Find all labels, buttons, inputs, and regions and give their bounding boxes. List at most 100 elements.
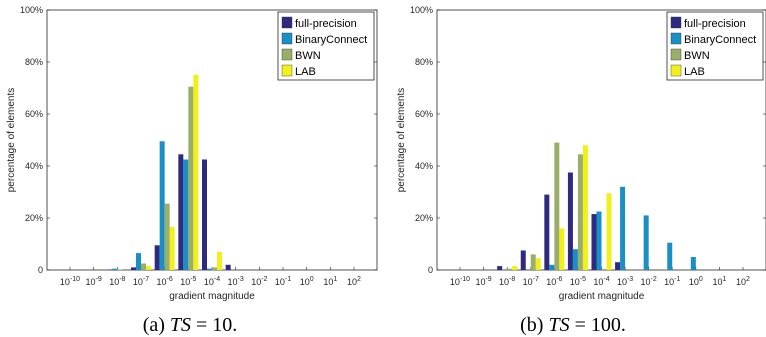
bar-full-precision: [615, 262, 621, 270]
y-axis-label: percentage of elements: [396, 88, 407, 193]
x-tick-label: 10-7: [523, 276, 539, 287]
bar-lab: [512, 266, 518, 270]
x-tick-label: 102: [347, 276, 361, 287]
x-tick-label: 10-3: [228, 276, 244, 287]
x-tick-label: 10-5: [570, 276, 586, 287]
bar-binaryconnect: [690, 257, 696, 270]
bar-lab: [169, 227, 175, 270]
legend-swatch: [670, 32, 682, 45]
bar-bwn: [212, 267, 217, 270]
y-tick-label: 80%: [415, 57, 433, 67]
y-tick-label: 40%: [25, 161, 43, 171]
x-tick-label: 10-1: [664, 276, 680, 287]
caption-b: (b) TS = 100.: [520, 314, 626, 336]
x-tick-label: 10-8: [109, 276, 125, 287]
legend-box: [277, 11, 375, 81]
y-tick-label: 40%: [415, 161, 433, 171]
legend-swatch: [281, 48, 293, 61]
bar-binaryconnect: [572, 249, 578, 270]
bar-full-precision: [591, 214, 597, 270]
bar-full-precision: [202, 159, 207, 270]
x-tick-label: 102: [736, 276, 750, 287]
x-tick-label: 10-4: [593, 276, 609, 287]
x-axis-label: gradient magnitude: [559, 291, 645, 302]
bar-binaryconnect: [207, 268, 212, 270]
legend-swatch: [281, 64, 293, 77]
bar-full-precision: [225, 264, 231, 270]
legend-entry: BWN: [684, 50, 710, 62]
x-tick-label: 10-3: [617, 276, 633, 287]
x-tick-label: 10-6: [546, 276, 562, 287]
bar-binaryconnect: [549, 264, 555, 270]
bar-binaryconnect: [112, 268, 118, 270]
legend-box: [666, 11, 764, 81]
bar-full-precision: [497, 266, 503, 270]
x-tick-label: 100: [300, 276, 314, 287]
y-tick-label: 0: [38, 265, 43, 275]
x-tick-label: 10-9: [475, 276, 491, 287]
bar-full-precision: [154, 245, 160, 270]
y-tick-label: 0: [428, 265, 433, 275]
bar-full-precision: [567, 172, 573, 270]
bar-bwn: [141, 263, 146, 270]
bar-binaryconnect: [596, 211, 602, 270]
x-tick-label: 101: [712, 276, 726, 287]
bar-bwn: [188, 86, 194, 270]
bar-full-precision: [520, 250, 526, 270]
legend-swatch: [670, 48, 682, 61]
bar-binaryconnect: [136, 253, 141, 270]
y-tick-label: 100%: [410, 5, 433, 15]
bar-lab: [217, 251, 222, 270]
y-tick-label: 60%: [25, 109, 43, 119]
bar-bwn: [507, 268, 513, 270]
legend-entry: BWN: [295, 50, 321, 62]
x-tick-label: 10-1: [275, 276, 291, 287]
bar-bwn: [577, 154, 583, 270]
y-axis-label: percentage of elements: [6, 88, 17, 193]
chart-panel-a: 0 20% 40% 60% 80% 100% 10-10 10-9 10-8 10-7 10-6 10…: [6, 5, 378, 302]
bar-lab: [535, 258, 541, 270]
legend-swatch: [670, 64, 682, 77]
y-tick-label: 20%: [415, 213, 433, 223]
caption-a: (a) TS = 10.: [143, 314, 238, 336]
legend-entry: full-precision: [684, 18, 746, 30]
legend: full-precision BinaryConnect BWN LAB: [277, 11, 375, 81]
legend-entry: BinaryConnect: [684, 34, 756, 46]
y-tick-label: 100%: [20, 5, 43, 15]
bar-binaryconnect: [667, 242, 673, 270]
x-axis-label: gradient magnitude: [169, 291, 255, 302]
legend-swatch: [281, 32, 293, 45]
x-tick-label: 10-6: [157, 276, 173, 287]
x-tick-label: 10-7: [133, 276, 149, 287]
bar-full-precision: [178, 154, 184, 270]
legend-swatch: [670, 16, 682, 29]
x-tick-label: 10-2: [641, 276, 657, 287]
bar-full-precision: [544, 194, 550, 270]
bar-binaryconnect: [643, 215, 649, 270]
bar-full-precision: [131, 267, 136, 270]
bar-bwn: [530, 254, 536, 270]
x-tick-label: 10-5: [180, 276, 196, 287]
bar-bwn: [117, 269, 123, 270]
bar-lab: [559, 228, 565, 270]
bar-lab: [146, 266, 151, 270]
bar-binaryconnect: [620, 186, 626, 270]
bar-bwn: [554, 142, 560, 270]
bar-bwn: [164, 203, 170, 270]
legend-entry: BinaryConnect: [295, 34, 367, 46]
x-tick-label: 10-10: [450, 276, 470, 287]
y-tick-label: 60%: [415, 109, 433, 119]
bar-binaryconnect: [159, 141, 165, 270]
x-tick-label: 101: [323, 276, 337, 287]
legend-entry: LAB: [684, 66, 705, 78]
bar-lab: [193, 75, 199, 270]
legend-swatch: [281, 16, 293, 29]
x-tick-label: 10-4: [204, 276, 220, 287]
bar-lab: [606, 193, 612, 270]
bar-binaryconnect: [183, 159, 189, 270]
x-tick-label: 10-9: [86, 276, 102, 287]
x-tick-label: 10-2: [251, 276, 267, 287]
y-tick-label: 20%: [25, 213, 43, 223]
x-tick-label: 10-8: [499, 276, 515, 287]
